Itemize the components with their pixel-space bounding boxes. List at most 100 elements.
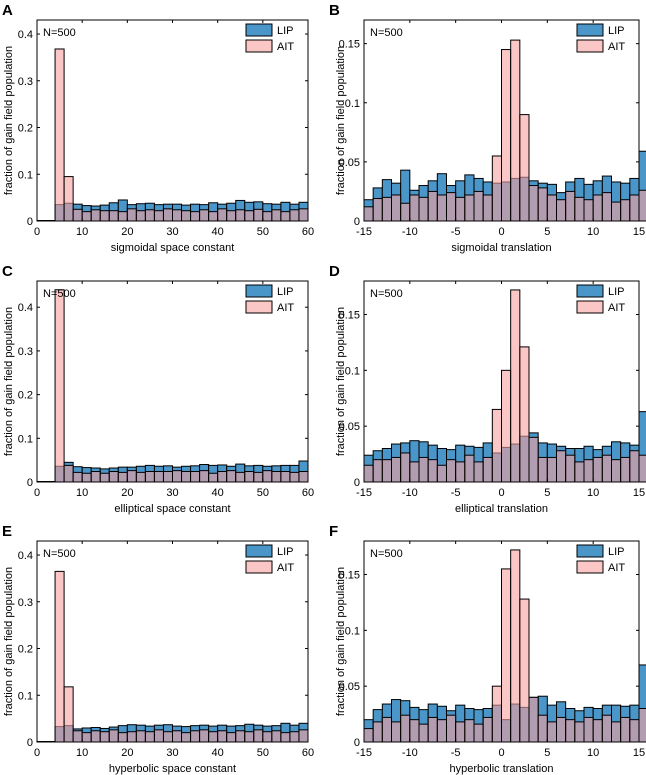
bar-ait: [271, 209, 282, 222]
x-tick-label: 0: [498, 487, 504, 499]
bar-ait: [190, 471, 201, 483]
x-tick-label: -10: [402, 226, 418, 238]
panel-e: E 0 10 20 30 40 50 60 0 0.1 0.2 0.3 0.4 hyperbolic sp…: [2, 523, 314, 775]
bar-ait: [427, 716, 438, 743]
bar-ait: [446, 714, 457, 743]
bar-ait: [363, 728, 374, 743]
bar-ait: [244, 210, 255, 222]
bar-ait: [501, 49, 512, 222]
y-tick-label: 0.15: [339, 39, 360, 51]
legend-label-lip: LIP: [277, 546, 294, 558]
legend-label-ait: AIT: [608, 562, 625, 574]
bar-ait: [253, 208, 264, 222]
bar-ait: [482, 456, 493, 483]
x-tick-label: 60: [302, 487, 314, 499]
bar-ait: [208, 211, 219, 222]
panel-c: C 0 10 20 30 40 50 60 0 0.1 0.2 0.3 0.4 elliptical sp…: [2, 263, 314, 515]
legend-swatch-lip: [576, 284, 604, 298]
sample-size-annotation: N=500: [370, 288, 403, 300]
sample-size-annotation: N=500: [43, 548, 76, 560]
bar-ait: [372, 721, 383, 743]
y-tick-label: 0.1: [345, 365, 360, 377]
bar-ait: [217, 208, 228, 222]
bar-ait: [574, 196, 585, 222]
x-axis-label: hyperbolic space constant: [109, 763, 236, 775]
bar-ait: [271, 471, 282, 483]
y-tick-label: 0.1: [18, 433, 33, 445]
x-tick-label: 10: [587, 487, 599, 499]
bar-ait: [253, 471, 264, 483]
bar-ait: [592, 456, 603, 483]
bar-ait: [556, 199, 567, 222]
bar-ait: [90, 471, 101, 483]
bar-ait: [537, 714, 548, 743]
bar-ait: [391, 721, 402, 743]
x-tick-label: 60: [302, 226, 314, 238]
bar-ait: [400, 714, 411, 743]
x-tick-label: 15: [633, 747, 645, 759]
bar-ait: [638, 189, 646, 222]
panel-letter: D: [329, 263, 340, 280]
bar-ait: [391, 194, 402, 222]
bar-ait: [519, 346, 530, 483]
x-tick-label: 20: [121, 747, 133, 759]
bar-ait: [455, 196, 466, 222]
x-tick-label: -15: [356, 226, 372, 238]
bar-ait: [181, 471, 192, 483]
bar-ait: [172, 730, 183, 743]
x-tick-label: -5: [451, 226, 461, 238]
legend-swatch-lip: [245, 23, 273, 37]
bar-ait: [54, 289, 65, 483]
x-tick-label: -10: [402, 747, 418, 759]
bar-ait: [620, 199, 631, 222]
panel-letter: A: [2, 2, 13, 19]
bar-ait: [464, 194, 475, 222]
x-tick-label: 0: [498, 747, 504, 759]
bar-ait: [455, 461, 466, 483]
y-tick-label: 0.3: [18, 76, 33, 88]
bar-ait: [99, 210, 110, 222]
y-tick-label: 0.2: [18, 390, 33, 402]
x-tick-label: -15: [356, 747, 372, 759]
bar-ait: [583, 459, 594, 483]
bar-ait: [436, 194, 448, 222]
y-tick-label: 0.3: [18, 346, 33, 358]
bar-ait: [583, 716, 594, 743]
bar-ait: [473, 723, 484, 743]
legend-label-ait: AIT: [277, 41, 294, 53]
bar-ait: [271, 730, 282, 743]
bar-ait: [400, 452, 411, 483]
bar-ait: [72, 208, 83, 222]
bar-ait: [153, 210, 164, 222]
y-tick-label: 0.15: [339, 310, 360, 322]
bar-ait: [620, 456, 631, 483]
bar-ait: [289, 471, 300, 483]
legend-swatch-lip: [245, 284, 273, 298]
bar-ait: [601, 454, 612, 483]
x-tick-label: 30: [166, 487, 178, 499]
legend-label-lip: LIP: [608, 286, 625, 298]
bar-ait: [409, 194, 420, 222]
bar-ait: [135, 471, 146, 483]
bar-ait: [565, 190, 576, 222]
y-tick-label: 0: [27, 477, 33, 489]
bar-ait: [162, 471, 173, 483]
bar-ait: [190, 211, 201, 222]
bar-ait: [638, 454, 646, 483]
legend-label-ait: AIT: [608, 302, 625, 314]
bar-ait: [298, 471, 309, 483]
x-tick-label: 20: [121, 487, 133, 499]
bar-ait: [363, 206, 374, 222]
bar-ait: [217, 471, 228, 483]
x-tick-label: -5: [451, 487, 461, 499]
x-tick-label: -10: [402, 487, 418, 499]
bar-ait: [244, 471, 255, 483]
bar-ait: [409, 719, 420, 743]
panel-letter: E: [2, 523, 12, 540]
legend-label-ait: AIT: [608, 41, 625, 53]
x-tick-label: 50: [257, 747, 269, 759]
bar-ait: [592, 719, 603, 743]
bar-ait: [436, 464, 448, 483]
bar-ait: [537, 187, 548, 222]
bar-ait: [208, 472, 219, 483]
